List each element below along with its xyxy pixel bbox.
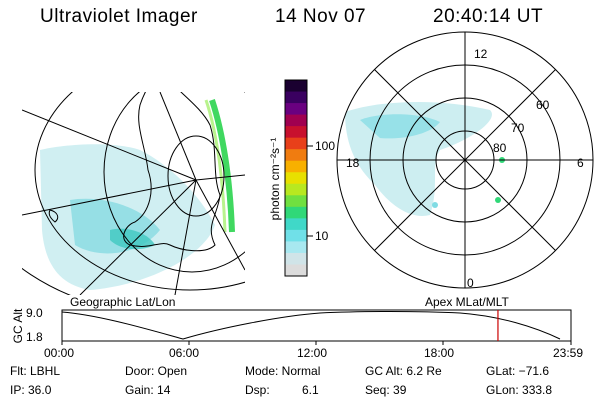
colorbar-tick-100: 100 (315, 139, 336, 153)
timeline-ytick-low: 1.8 (26, 330, 43, 344)
time-label: 20:40:14 UT (433, 6, 544, 27)
colorbar-segment (285, 206, 307, 219)
lat-label-70: 70 (511, 121, 525, 135)
colorbar-segment (285, 264, 307, 277)
apex-caption: Apex MLat/MLT (425, 295, 509, 309)
colorbar-segment (285, 80, 307, 93)
mlt-label-6: 6 (577, 156, 584, 170)
mode-info: Mode: Normal (245, 364, 321, 378)
gain-info: Gain: 14 (125, 383, 171, 397)
timeline-xtick-0000: 00:00 (44, 346, 75, 360)
colorbar-segment (285, 195, 307, 208)
filter-info: Flt: LBHL (10, 364, 61, 378)
colorbar-tick-10: 10 (315, 229, 329, 243)
instrument-title: Ultraviolet Imager (40, 6, 198, 27)
altitude-curve (61, 311, 561, 340)
geographic-caption: Geographic Lat/Lon (70, 295, 176, 309)
timeline-axis-label: GC Alt (11, 308, 25, 344)
colorbar-segment (285, 91, 307, 104)
ip-info: IP: 36.0 (10, 383, 52, 397)
geographic-map (22, 92, 245, 295)
timeline-ytick-high: 9.0 (26, 306, 43, 320)
colorbar-segment (285, 114, 307, 127)
dsp-info: Dsp: (245, 383, 270, 397)
colorbar-segment (285, 183, 307, 196)
mlt-label-0: 0 (467, 276, 474, 290)
colorbar-segment (285, 229, 307, 242)
door-info: Door: Open (125, 364, 188, 378)
gc-alt-info: GC Alt: 6.2 Re (365, 364, 442, 378)
aurora-green-arc (209, 99, 235, 233)
colorbar-segment (285, 126, 307, 139)
timeline-xtick-0600: 06:00 (169, 346, 200, 360)
lat-label-80: 80 (493, 141, 507, 155)
colorbar-segment (285, 252, 307, 265)
colorbar (284, 79, 313, 277)
colorbar-segment (285, 160, 307, 173)
timeline-xtick-1800: 18:00 (424, 346, 455, 360)
coastline (123, 92, 221, 252)
colorbar-segment (285, 149, 307, 162)
lat-label-60: 60 (536, 98, 550, 112)
mlt-label-18: 18 (346, 156, 360, 170)
seq-info: Seq: 39 (365, 383, 407, 397)
colorbar-segment (285, 137, 307, 150)
timeline-xtick-2359: 23:59 (553, 346, 584, 360)
colorbar-segment (285, 218, 307, 231)
glon-info: GLon: 333.8 (486, 383, 553, 397)
glat-info: GLat: −71.6 (486, 364, 550, 378)
colorbar-segment (285, 172, 307, 185)
altitude-timeline (61, 309, 572, 345)
polar-map (336, 31, 594, 289)
colorbar-segment (285, 241, 307, 254)
colorbar-segment (285, 103, 307, 116)
dsp-value: 6.1 (302, 383, 319, 397)
timeline-xtick-1200: 12:00 (297, 346, 328, 360)
mlt-label-12: 12 (474, 47, 488, 61)
colorbar-unit-label: photon cm⁻²s⁻¹ (268, 137, 282, 221)
date-label: 14 Nov 07 (275, 6, 367, 27)
